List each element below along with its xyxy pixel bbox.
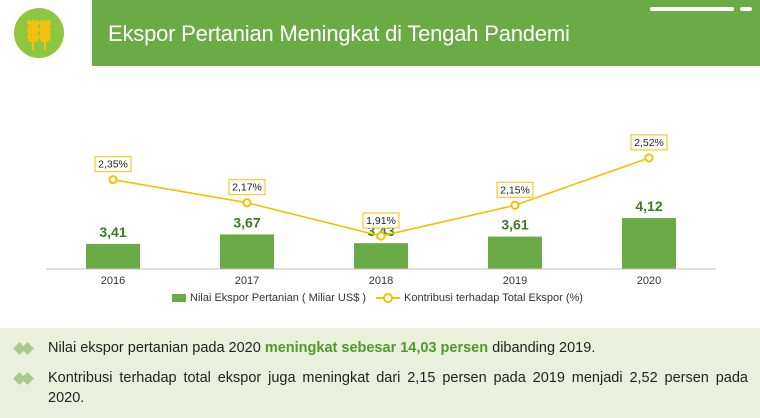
bar-value-label: 3,61 bbox=[501, 217, 528, 233]
decorative-line-long bbox=[650, 7, 734, 11]
line-layer: 2,35% 2,17% 1,91% 2,15% 2,52% bbox=[94, 134, 668, 241]
logo bbox=[0, 0, 92, 66]
line-label-box bbox=[94, 156, 132, 173]
x-tick-labels: 2016 2017 2018 2019 2020 bbox=[101, 275, 661, 287]
legend-bar-swatch bbox=[172, 294, 186, 302]
x-tick-label: 2019 bbox=[503, 275, 527, 287]
x-tick-label: 2018 bbox=[369, 275, 393, 287]
line-point-2016 bbox=[108, 175, 118, 185]
note-1-pre: Nilai ekspor pertanian pada 2020 bbox=[48, 340, 265, 356]
note-1: Nilai ekspor pertanian pada 2020 meningk… bbox=[13, 338, 750, 358]
note-1-highlight: meningkat sebesar 14,03 persen bbox=[264, 340, 489, 356]
line-value-label: 2,35% bbox=[98, 159, 128, 171]
line-value-label: 2,52% bbox=[634, 137, 664, 149]
bar-2018 bbox=[354, 243, 408, 269]
bar-2017 bbox=[220, 234, 274, 269]
line-point-2018 bbox=[376, 231, 386, 241]
legend-item-line: Kontribusi terhadap Total Ekspor (%) bbox=[376, 292, 583, 304]
page-title: Ekspor Pertanian Meningkat di Tengah Pan… bbox=[108, 21, 570, 46]
bar-2016 bbox=[86, 243, 140, 269]
bar-value-label: 3,41 bbox=[99, 224, 126, 240]
line-value-label: 2,17% bbox=[232, 182, 262, 194]
x-tick-label: 2016 bbox=[101, 275, 125, 287]
note-1-text: Nilai ekspor pertanian pada 2020 meningk… bbox=[48, 338, 595, 358]
line-value-label: 1,91% bbox=[366, 215, 396, 227]
note-2-text: Kontribusi terhadap total ekspor juga me… bbox=[48, 370, 748, 406]
notes-panel: Nilai ekspor pertanian pada 2020 meningk… bbox=[0, 328, 760, 418]
decorative-line-short bbox=[740, 7, 752, 11]
line-label-box bbox=[630, 134, 668, 151]
line-label-box bbox=[496, 181, 534, 198]
title-bar: Ekspor Pertanian Meningkat di Tengah Pan… bbox=[92, 0, 760, 66]
x-tick-label: 2020 bbox=[637, 275, 661, 287]
combo-chart: 3,413,673,43 3,614,12 2016 2017 2018 2019 202… bbox=[46, 134, 716, 287]
bar-value-label: 3,67 bbox=[233, 214, 260, 230]
bar-2019 bbox=[488, 236, 542, 269]
line-point-2020 bbox=[644, 153, 654, 163]
diamond-bullet-icon bbox=[13, 372, 36, 386]
line-point-2017 bbox=[242, 198, 252, 208]
note-1-post: dibanding 2019. bbox=[488, 340, 596, 356]
diamond-bullet-icon bbox=[13, 342, 36, 356]
legend-line-swatch bbox=[376, 293, 400, 303]
line-point-2019 bbox=[510, 200, 520, 210]
line-label-box bbox=[362, 212, 400, 229]
bar-value-label: 4,12 bbox=[635, 198, 662, 214]
legend-item-bar: Nilai Ekspor Pertanian ( Miliar US$ ) bbox=[172, 292, 366, 304]
legend: Nilai Ekspor Pertanian ( Miliar US$ ) Ko… bbox=[0, 292, 760, 312]
line-label-box bbox=[228, 179, 266, 196]
x-tick-label: 2017 bbox=[235, 275, 259, 287]
legend-label-line: Kontribusi terhadap Total Ekspor (%) bbox=[404, 292, 583, 304]
wheat-icon bbox=[27, 20, 51, 50]
bars-layer: 3,413,673,43 3,614,12 bbox=[86, 198, 676, 269]
logo-badge bbox=[14, 8, 64, 58]
bar-2020 bbox=[622, 218, 676, 269]
legend-label-bar: Nilai Ekspor Pertanian ( Miliar US$ ) bbox=[190, 292, 367, 304]
note-2: Kontribusi terhadap total ekspor juga me… bbox=[13, 368, 750, 408]
line-value-label: 2,15% bbox=[500, 184, 530, 196]
